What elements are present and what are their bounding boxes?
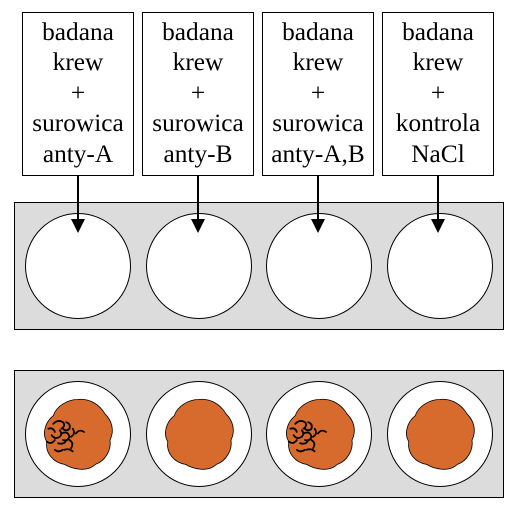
arrow-icon <box>317 175 319 231</box>
label-text: kontrola <box>385 108 491 138</box>
well-agglutinated <box>266 381 372 487</box>
label-text: krew <box>145 47 251 77</box>
label-text: + <box>145 78 251 108</box>
arrow-icon <box>197 175 199 231</box>
label-text: anty-A <box>25 139 131 169</box>
label-text: badana <box>385 17 491 47</box>
label-text: krew <box>385 47 491 77</box>
label-box-anty-ab: badana krew + surowica anty-A,B <box>262 12 374 176</box>
label-text: anty-B <box>145 139 251 169</box>
blood-blob-icon <box>279 393 360 474</box>
label-text: anty-A,B <box>265 139 371 169</box>
arrows-row <box>22 176 503 234</box>
well-smooth <box>387 381 493 487</box>
label-box-anty-a: badana krew + surowica anty-A <box>22 12 134 176</box>
panel-bottom <box>14 370 504 498</box>
labels-row: badana krew + surowica anty-A badana kre… <box>22 12 503 176</box>
blood-blob-icon <box>37 393 118 474</box>
label-text: surowica <box>265 108 371 138</box>
label-box-anty-b: badana krew + surowica anty-B <box>142 12 254 176</box>
label-text: badana <box>265 17 371 47</box>
label-text: krew <box>25 47 131 77</box>
label-box-nacl: badana krew + kontrola NaCl <box>382 12 494 176</box>
label-text: badana <box>25 17 131 47</box>
arrow-icon <box>437 175 439 231</box>
blood-blob-icon <box>158 393 239 474</box>
panel-gap <box>12 330 503 370</box>
label-text: + <box>385 78 491 108</box>
label-text: surowica <box>145 108 251 138</box>
arrow-icon <box>77 175 79 231</box>
well-smooth <box>146 381 252 487</box>
label-text: badana <box>145 17 251 47</box>
label-text: surowica <box>25 108 131 138</box>
label-text: + <box>265 78 371 108</box>
blood-blob-icon <box>399 393 480 474</box>
label-text: krew <box>265 47 371 77</box>
label-text: NaCl <box>385 139 491 169</box>
well-agglutinated <box>25 381 131 487</box>
label-text: + <box>25 78 131 108</box>
